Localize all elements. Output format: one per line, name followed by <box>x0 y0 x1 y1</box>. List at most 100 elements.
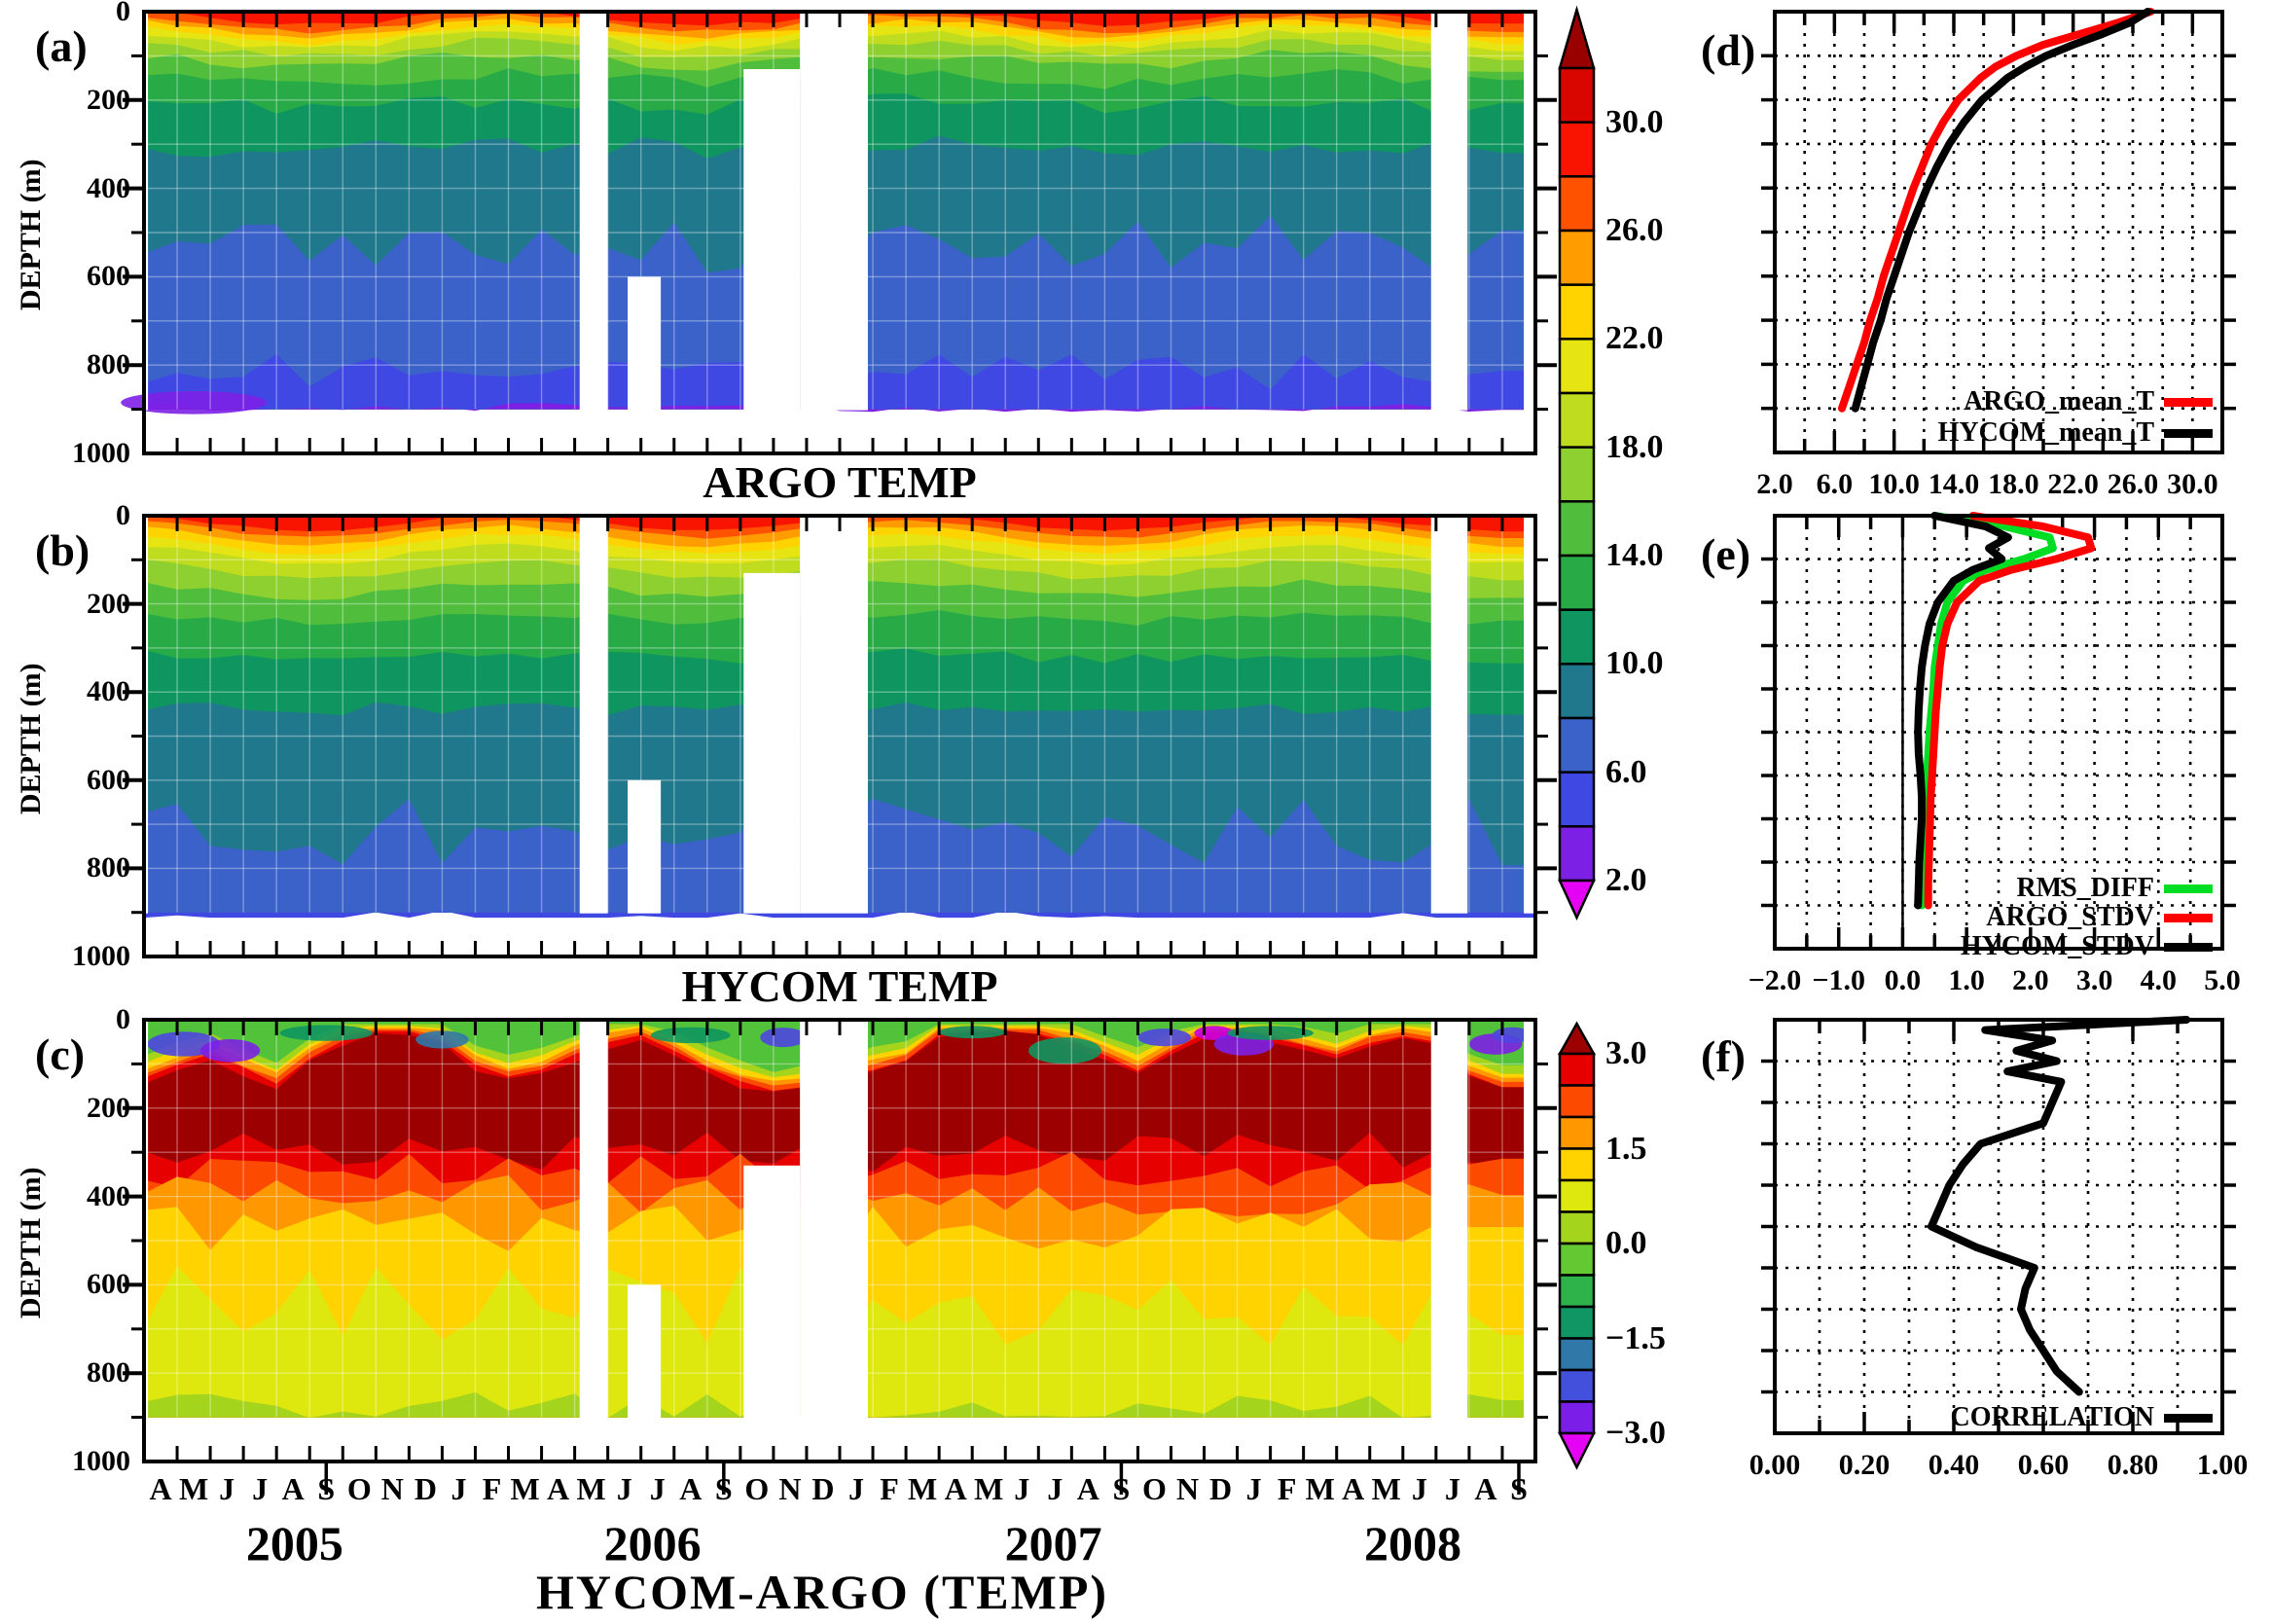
month-tick-label: S <box>714 1471 733 1506</box>
x-tick-label: 22.0 <box>2047 468 2099 500</box>
missing-data-gap <box>628 276 662 411</box>
month-tick-label: M <box>576 1471 606 1506</box>
year-label: 2007 <box>1004 1516 1102 1570</box>
plot-frame <box>1773 1018 2224 1435</box>
missing-data-gap <box>579 1020 608 1419</box>
colorbar-tick-label: 10.0 <box>1605 645 1664 682</box>
colorbar-segment <box>1558 716 1596 774</box>
colorbar-tick-label: −1.5 <box>1605 1319 1666 1356</box>
colorbar-segment <box>1558 1178 1596 1213</box>
contour-band <box>144 1391 1535 1419</box>
depth-tick-label: 200 <box>87 1091 130 1124</box>
x-tick-label: −1.0 <box>1812 964 1865 996</box>
legend-swatch-ARGO_STDV <box>2164 914 2213 922</box>
missing-data-gap <box>743 572 801 914</box>
month-tick-label: J <box>1014 1471 1030 1506</box>
x-tick-label: −2.0 <box>1748 964 1802 996</box>
month-tick-label: J <box>252 1471 269 1506</box>
panel-b-title: HYCOM TEMP <box>681 961 998 1011</box>
colorbar-segment <box>1558 1400 1596 1435</box>
colorbar-segment <box>1558 121 1596 178</box>
missing-data-gap <box>743 69 801 411</box>
depth-tick-label: 1000 <box>72 1445 130 1477</box>
plot-frame <box>1773 10 2224 454</box>
panel-c-letter: (c) <box>35 1029 86 1079</box>
x-tick-label: 26.0 <box>2107 468 2159 500</box>
missing-data-gap <box>800 12 868 411</box>
x-tick-label: 6.0 <box>1816 468 1854 500</box>
colorbar-segment <box>1558 608 1596 666</box>
anomaly-blob <box>1028 1037 1101 1065</box>
colorbar-segment <box>1558 446 1596 503</box>
legend-label-CORRELATION: CORRELATION <box>1950 1402 2154 1432</box>
anomaly-blob <box>121 390 267 415</box>
depth-tick-label: 0 <box>116 499 130 531</box>
mean-temperature-profile-plot <box>1761 8 2236 454</box>
month-tick-label: J <box>1411 1471 1427 1506</box>
depth-axis-label-c: DEPTH (m) <box>14 1167 47 1319</box>
colorbar-tick-label: 3.0 <box>1605 1035 1647 1071</box>
colorbar-segment <box>1558 1274 1596 1309</box>
missing-data-gap <box>1524 1020 1535 1419</box>
missing-data-gap <box>1430 1020 1468 1419</box>
month-tick-label: A <box>547 1471 570 1506</box>
x-tick-label: 1.00 <box>2196 1449 2249 1481</box>
month-tick-label: D <box>414 1471 437 1506</box>
month-tick-label: J <box>219 1471 235 1506</box>
colorbar-segment <box>1558 825 1596 883</box>
panel-a-title: ARGO TEMP <box>703 457 977 507</box>
colorbar-segment <box>1558 1115 1596 1150</box>
panel-f-letter: (f) <box>1701 1031 1746 1081</box>
panel-d-letter: (d) <box>1701 25 1756 75</box>
month-tick-label: N <box>778 1471 802 1506</box>
depth-tick-label: 200 <box>87 83 130 116</box>
colorbar-segment <box>1558 1368 1596 1403</box>
month-tick-label: O <box>744 1471 770 1506</box>
month-tick-label: M <box>1371 1471 1401 1506</box>
profile-curve-ARGO_STDV <box>1924 512 2096 910</box>
depth-tick-label: 400 <box>87 171 130 204</box>
month-tick-label: A <box>1076 1471 1099 1506</box>
depth-tick-label: 800 <box>87 851 130 884</box>
panel-a-letter: (a) <box>35 21 88 71</box>
colorbar-tick-label: 6.0 <box>1605 753 1647 790</box>
colorbar-segment <box>1558 338 1596 395</box>
panel-c-title: HYCOM-ARGO (TEMP) <box>535 1565 1109 1619</box>
anomaly-blob <box>760 1028 807 1048</box>
month-tick-label: M <box>908 1471 938 1506</box>
month-tick-label: A <box>281 1471 305 1506</box>
colorbar-arrow-bottom <box>1557 1431 1597 1470</box>
x-tick-label: 0.0 <box>1884 964 1922 996</box>
legend-label-HYCOM_STDV: HYCOM_STDV <box>1960 931 2154 961</box>
argo-temp-contour-plot <box>121 10 1557 455</box>
year-label: 2005 <box>245 1516 343 1570</box>
temperature-colorbar <box>1558 5 1596 920</box>
colorbar-segment <box>1558 1337 1596 1372</box>
colorbar-tick-label: 22.0 <box>1605 320 1664 357</box>
x-tick-label: 14.0 <box>1928 468 1980 500</box>
x-tick-label: 0.20 <box>1838 1449 1891 1481</box>
profile-curve-HYCOM_STDV <box>1914 512 2012 910</box>
month-tick-label: D <box>811 1471 835 1506</box>
depth-tick-label: 400 <box>87 675 130 708</box>
legend-label-ARGO_mean_T: ARGO_mean_T <box>1964 386 2154 416</box>
year-label: 2008 <box>1364 1516 1462 1570</box>
contour-band <box>144 911 1535 919</box>
colorbar-arrow-bottom <box>1558 879 1596 920</box>
month-tick-label: J <box>1444 1471 1460 1506</box>
month-tick-label: D <box>1208 1471 1233 1506</box>
missing-data-gap <box>800 516 868 914</box>
colorbar-segment <box>1558 229 1596 286</box>
hycom-temp-contour-plot <box>123 514 1557 958</box>
depth-tick-label: 800 <box>87 1356 130 1389</box>
colorbar-segment <box>1558 1147 1596 1182</box>
colorbar-tick-label: 0.0 <box>1605 1225 1647 1261</box>
missing-data-gap <box>1524 516 1535 914</box>
legend-label-HYCOM_mean_T: HYCOM_mean_T <box>1937 417 2154 448</box>
depth-tick-label: 600 <box>87 260 130 293</box>
depth-axis-label-a: DEPTH (m) <box>14 159 47 311</box>
anomaly-blob <box>279 1025 373 1041</box>
month-tick-label: F <box>880 1471 899 1506</box>
month-tick-label: S <box>317 1471 336 1506</box>
depth-tick-label: 1000 <box>72 437 130 469</box>
